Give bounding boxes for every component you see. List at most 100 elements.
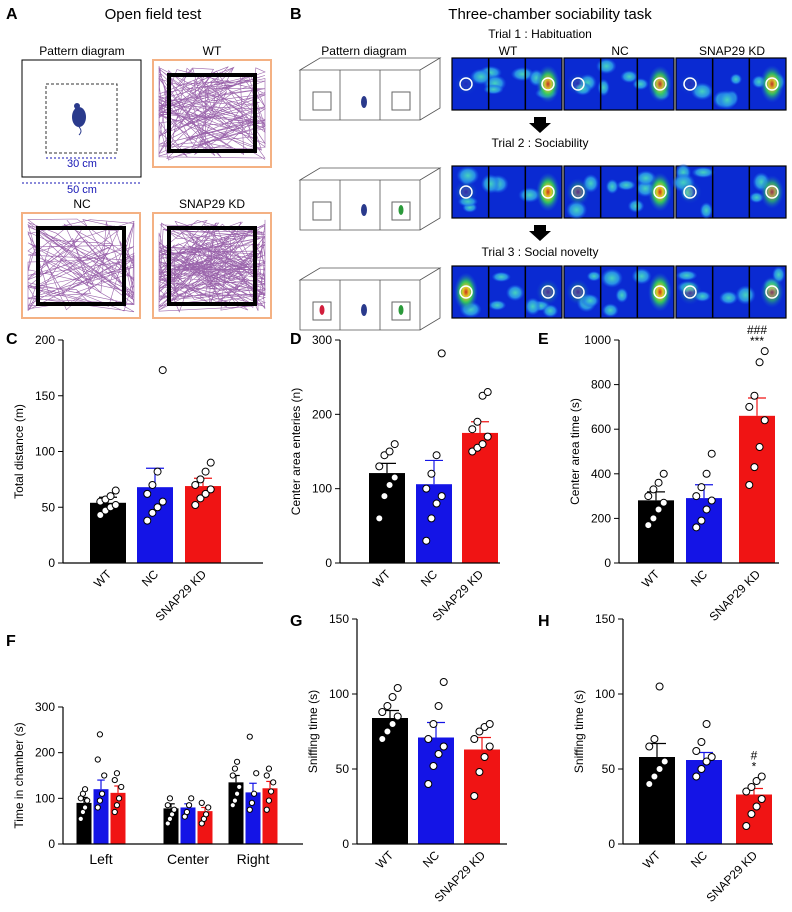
cup-marker-right — [765, 77, 779, 91]
cup-marker-right — [541, 185, 555, 199]
data-point — [757, 795, 766, 803]
data-point — [742, 822, 751, 830]
data-point — [702, 757, 711, 766]
cup-marker-left — [571, 77, 585, 91]
cup-marker-left — [683, 185, 697, 199]
bar — [93, 789, 109, 844]
data-point — [470, 792, 479, 800]
x-tick-label: Right — [237, 851, 270, 867]
data-point — [702, 720, 711, 728]
outer-dim-label: 50 cm — [67, 184, 97, 196]
data-point — [422, 536, 431, 545]
down-arrow-icon — [529, 117, 551, 133]
x-tick-label: WT — [639, 567, 663, 591]
data-point — [77, 815, 84, 822]
data-point — [206, 458, 215, 467]
data-point — [697, 516, 706, 525]
data-point — [424, 735, 433, 743]
data-point — [196, 494, 205, 503]
data-point — [649, 514, 658, 523]
y-tick-label: 200 — [35, 333, 55, 347]
data-point — [201, 467, 210, 476]
bar — [464, 749, 500, 844]
y-tick-label: 200 — [312, 407, 332, 421]
chamber-diagram-trial-3 — [298, 267, 442, 331]
data-point — [707, 449, 716, 458]
data-point — [427, 469, 436, 478]
data-point — [164, 802, 171, 809]
data-point — [166, 795, 174, 802]
data-point — [424, 780, 433, 788]
y-tick-label: 0 — [48, 837, 55, 851]
data-point — [265, 765, 273, 772]
track-trace-nc — [27, 218, 135, 313]
data-point — [158, 366, 167, 375]
data-point — [745, 480, 754, 489]
data-point — [697, 483, 706, 492]
y-tick-label: 0 — [608, 837, 615, 851]
data-point — [692, 747, 701, 755]
chart-c: C 0 50 100 150 200 Total distance (m) WT NCSNAP2… — [6, 331, 263, 624]
data-point — [236, 783, 243, 791]
panel-letter: H — [538, 613, 550, 630]
y-tick-label: 150 — [595, 612, 615, 626]
data-point — [692, 772, 701, 781]
data-point — [660, 757, 669, 766]
data-point — [246, 806, 253, 813]
data-point — [84, 797, 91, 804]
data-point — [745, 402, 754, 411]
data-point — [115, 795, 123, 802]
y-tick-label: 600 — [591, 422, 611, 436]
y-tick-label: 0 — [48, 556, 55, 570]
data-point — [183, 808, 191, 816]
data-point — [655, 765, 664, 773]
pattern-label: Pattern diagram — [39, 44, 124, 58]
arena-label-kd: SNAP29 KD — [179, 197, 245, 211]
center-zone-wt — [167, 73, 257, 153]
y-axis-label: Total distance (m) — [12, 404, 26, 499]
x-tick-label: Center — [167, 851, 209, 867]
x-tick-label: Left — [89, 851, 112, 867]
data-point — [654, 478, 663, 487]
x-tick-label: WT — [91, 567, 115, 591]
heatmap-label-wt: WT — [499, 44, 518, 58]
center-zone-kd — [167, 226, 257, 306]
data-point — [111, 776, 118, 784]
data-point — [644, 521, 653, 530]
data-point — [485, 742, 494, 751]
data-point — [201, 489, 210, 498]
data-point — [378, 735, 387, 743]
panel-letter: G — [290, 613, 302, 630]
data-point — [483, 432, 492, 441]
data-point — [375, 514, 384, 523]
cup-marker-right — [541, 77, 555, 91]
pattern-label-b: Pattern diagram — [321, 44, 406, 58]
y-tick-label: 100 — [329, 687, 349, 701]
data-point — [113, 770, 121, 777]
y-axis-label: Center area enteries (n) — [289, 388, 303, 515]
cup-marker-right — [541, 285, 555, 299]
heatmap-cell — [451, 57, 563, 111]
data-point — [747, 783, 756, 791]
data-point — [692, 492, 701, 501]
track-trace-wt — [157, 66, 267, 161]
y-tick-label: 0 — [325, 556, 332, 570]
data-point — [378, 708, 387, 716]
data-point — [385, 480, 394, 489]
heatmap-cell — [563, 57, 675, 111]
data-point — [429, 720, 438, 728]
significance-mark: * — [752, 760, 757, 774]
data-point — [750, 463, 759, 472]
y-tick-label: 100 — [312, 482, 332, 496]
data-point — [468, 425, 477, 434]
data-point — [191, 480, 200, 489]
x-tick-label: SNAP29 KD — [704, 848, 761, 905]
arena-label-nc: NC — [73, 197, 91, 211]
data-point — [265, 797, 273, 804]
heatmap-cell — [451, 165, 563, 219]
data-point — [233, 758, 241, 765]
data-point — [485, 720, 494, 728]
x-tick-label: NC — [688, 848, 710, 870]
data-point — [702, 469, 711, 478]
